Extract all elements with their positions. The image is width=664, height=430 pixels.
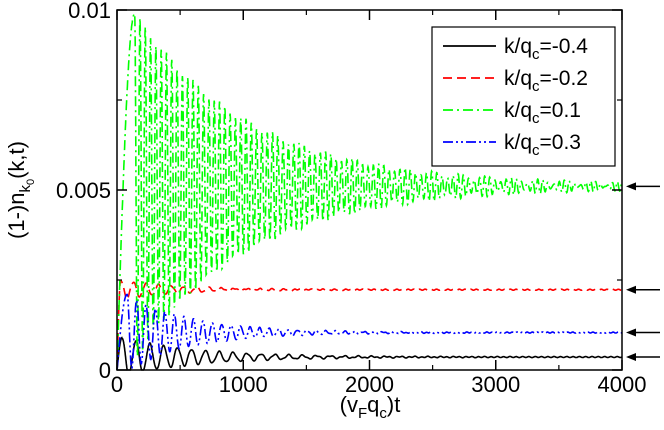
arrows-layer bbox=[626, 182, 660, 362]
legend: k/qc=-0.4 k/qc=-0.2 k/qc=0.1 k/qc=0.3 bbox=[431, 26, 616, 167]
series-line-k/q_c=0.3 bbox=[116, 293, 623, 371]
legend-label: k/qc=-0.2 bbox=[504, 67, 588, 95]
x-tick-label: 0 bbox=[111, 372, 123, 397]
series-layer bbox=[116, 12, 623, 371]
labels-layer: 0 1000 2000 3000 4000 0 0.005 0.01 bbox=[56, 0, 647, 397]
series-line-k/q_c=-0.4 bbox=[116, 336, 623, 371]
asymptote-arrow-head bbox=[626, 353, 636, 362]
x-axis-title: (vFqc)t bbox=[340, 392, 401, 422]
asymptote-arrow-head bbox=[626, 182, 636, 191]
asymptote-arrow-head bbox=[626, 285, 636, 294]
y-axis-title: (1-)nk0(k,t) bbox=[4, 141, 37, 239]
series-line-k/q_c=0.1 bbox=[116, 12, 623, 371]
y-tick-label: 0.01 bbox=[68, 0, 111, 23]
asymptote-arrow-head bbox=[626, 328, 636, 337]
y-tick-label: 0 bbox=[99, 358, 111, 383]
y-tick-label: 0.005 bbox=[56, 178, 111, 203]
series-line-k/q_c=-0.2 bbox=[116, 279, 623, 371]
x-tick-label: 2000 bbox=[345, 372, 394, 397]
legend-label: k/qc=-0.4 bbox=[504, 35, 588, 63]
legend-items: k/qc=-0.4 k/qc=-0.2 k/qc=0.1 k/qc=0.3 bbox=[443, 35, 588, 159]
x-tick-label: 1000 bbox=[219, 372, 268, 397]
ticks-layer bbox=[116, 9, 623, 371]
legend-label: k/qc=0.1 bbox=[504, 99, 581, 127]
x-tick-label: 3000 bbox=[471, 372, 520, 397]
x-tick-label: 4000 bbox=[598, 372, 647, 397]
legend-label: k/qc=0.3 bbox=[504, 131, 581, 159]
